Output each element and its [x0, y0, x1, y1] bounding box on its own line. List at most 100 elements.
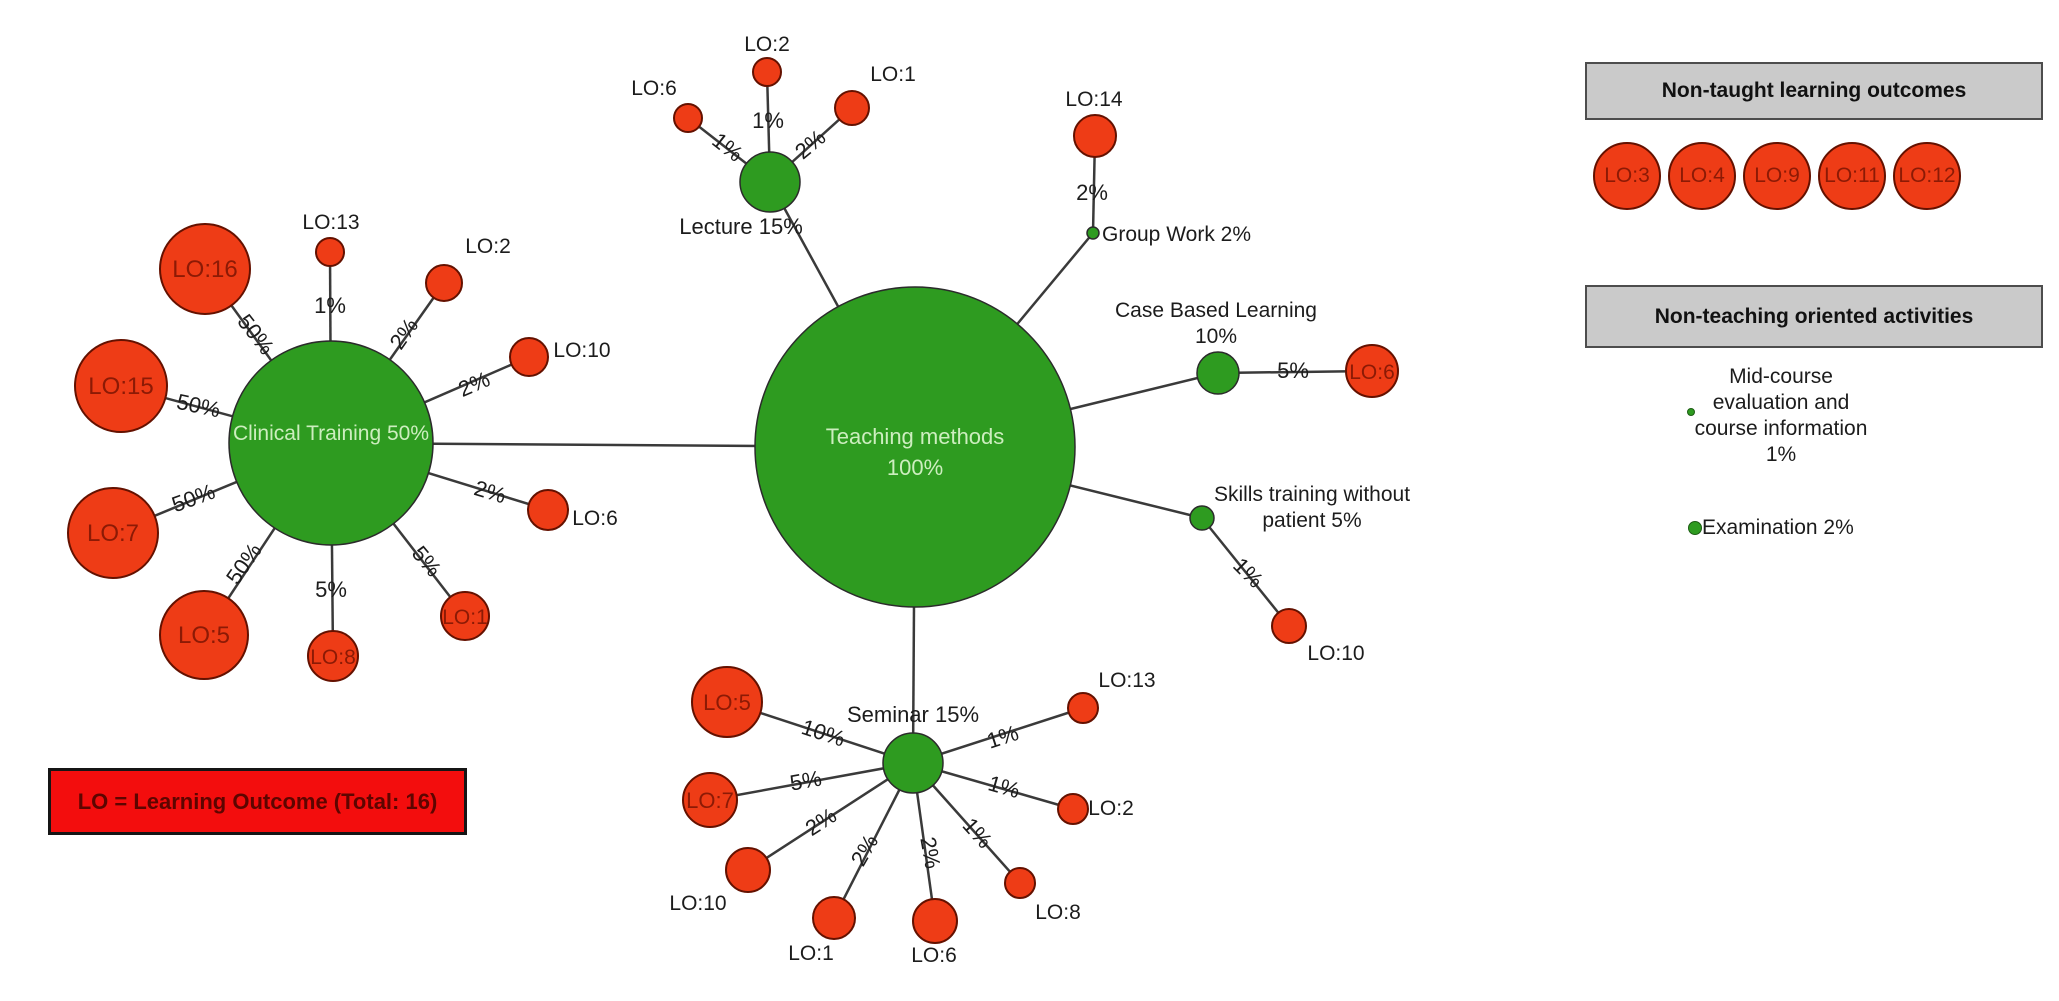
lo-key-label: LO = Learning Outcome (Total: 16)	[77, 788, 438, 814]
node-seminar-lo6	[912, 898, 958, 944]
nodes-layer	[67, 57, 1399, 944]
label-skills-lo10: LO:10	[1307, 642, 1364, 665]
labels-layer: Teaching methods 100% Clinical Training 50…	[87, 33, 1410, 967]
legend-circle-lo3-label: LO:3	[1604, 164, 1650, 187]
label-case-based-learning: 10%	[1195, 325, 1237, 348]
label-clinical-lo10: LO:10	[553, 339, 610, 362]
legend-circle-lo4: LO:4	[1668, 142, 1736, 210]
legend-circle-lo11: LO:11	[1818, 142, 1886, 210]
node-clinical-lo1	[440, 591, 490, 641]
legend-circle-lo3: LO:3	[1593, 142, 1661, 210]
legend-non-taught-title-box: Non-taught learning outcomes	[1585, 62, 2043, 120]
node-group-work	[1086, 226, 1100, 240]
edge-percent-label: 5%	[788, 766, 824, 796]
node-lecture	[739, 151, 801, 213]
label-seminar-lo7: LO:7	[686, 788, 734, 813]
edge-percent-label: 10%	[799, 714, 849, 751]
examination-dot-icon	[1688, 521, 1702, 535]
mid-course-dot-icon	[1687, 408, 1695, 416]
mid-course-label: Mid-course evaluation and course informa…	[1650, 364, 1912, 468]
label-lecture-lo1: LO:1	[870, 63, 916, 86]
examination-item: Examination 2%	[1688, 516, 1854, 540]
node-clinical-lo8	[307, 630, 359, 682]
node-clinical-lo16	[159, 223, 251, 315]
edge-percent-label: 50%	[174, 389, 222, 423]
node-seminar	[882, 732, 944, 794]
label-lecture-lo6: LO:6	[631, 77, 677, 100]
label-clinical-lo7: LO:7	[87, 520, 139, 547]
node-seminar-lo5	[691, 666, 763, 738]
legend-circle-lo12-label: LO:12	[1898, 164, 1956, 187]
node-clinical-lo5	[159, 590, 249, 680]
node-clinical-lo2	[425, 264, 463, 302]
label-groupwork-lo14: LO:14	[1065, 88, 1123, 111]
node-case-based-learning	[1196, 351, 1240, 395]
label-lecture-lo2: LO:2	[744, 33, 790, 56]
label-teaching-methods: Teaching methods	[826, 424, 1005, 449]
legend-non-teaching-title-box: Non-teaching oriented activities	[1585, 285, 2043, 348]
edge-percent-label: 1%	[314, 293, 346, 318]
legend-circle-lo9: LO:9	[1743, 142, 1811, 210]
node-clinical-training	[228, 340, 434, 546]
label-seminar-lo6: LO:6	[911, 944, 957, 967]
legend-non-taught-title: Non-taught learning outcomes	[1661, 79, 1967, 102]
node-clinical-lo13	[315, 237, 345, 267]
legend-non-teaching-title: Non-teaching oriented activities	[1654, 304, 1974, 328]
label-clinical-lo2: LO:2	[465, 235, 511, 258]
mid-course-line-4: 1%	[1765, 443, 1797, 466]
edge-percent-label: 2%	[471, 475, 509, 508]
label-clinical-lo8: LO:8	[310, 646, 356, 669]
label-skills-training-without-patient: Skills training without	[1214, 483, 1410, 506]
label-group-work: Group Work 2%	[1102, 223, 1251, 246]
lo-key-box: LO = Learning Outcome (Total: 16)	[48, 768, 467, 835]
label-clinical-lo15: LO:15	[88, 373, 153, 400]
legend-non-taught-circles: LO:3 LO:4 LO:9 LO:11 LO:12	[1593, 142, 1961, 210]
label-seminar-lo1: LO:1	[788, 942, 834, 965]
node-clinical-lo15	[74, 339, 168, 433]
edge-percent-label: 50%	[221, 538, 267, 588]
edge-percent-label: 2%	[846, 830, 884, 870]
node-clinical-lo6	[527, 489, 569, 531]
node-seminar-lo10	[725, 847, 771, 893]
edge-percent-label: 1%	[752, 108, 784, 133]
examination-label: Examination 2%	[1702, 516, 1854, 539]
label-clinical-training: Clinical Training 50%	[233, 422, 429, 445]
mid-course-line-3: course information	[1694, 417, 1868, 440]
label-case-based-learning: Case Based Learning	[1115, 299, 1317, 322]
label-cbl-lo6: LO:6	[1349, 361, 1395, 384]
mid-course-line-2: evaluation and	[1712, 391, 1850, 414]
node-lecture-lo6	[673, 103, 703, 133]
label-seminar-lo10: LO:10	[669, 892, 726, 915]
node-skills-lo10	[1271, 608, 1307, 644]
mid-course-line-1: Mid-course	[1729, 365, 1833, 388]
node-groupwork-lo14	[1073, 114, 1117, 158]
edge-percent-label: 5%	[1277, 358, 1309, 383]
label-seminar-lo8: LO:8	[1035, 901, 1081, 924]
edge-percent-label: 2%	[801, 803, 841, 841]
label-clinical-lo5: LO:5	[178, 622, 230, 649]
node-clinical-lo10	[509, 337, 549, 377]
label-seminar-lo5: LO:5	[703, 690, 751, 715]
node-seminar-lo2	[1057, 793, 1089, 825]
legend-circle-lo4-label: LO:4	[1679, 164, 1725, 187]
edge-line	[1201, 517, 1290, 627]
label-seminar: Seminar 15%	[847, 702, 979, 727]
node-lecture-lo2	[752, 57, 782, 87]
label-seminar-lo2: LO:2	[1088, 797, 1134, 820]
edge-percent-label: 1%	[984, 720, 1022, 754]
edge-percent-label: 5%	[315, 577, 347, 602]
legend-circle-lo11-label: LO:11	[1824, 164, 1880, 187]
node-teaching-methods	[754, 286, 1076, 608]
node-seminar-lo7	[682, 772, 738, 828]
legend-circle-lo12: LO:12	[1893, 142, 1961, 210]
node-lecture-lo1	[834, 90, 870, 126]
label-clinical-lo6: LO:6	[572, 507, 618, 530]
node-skills-training-without-patient	[1189, 505, 1215, 531]
edge-percent-label: 50%	[168, 479, 218, 518]
label-clinical-lo1: LO:1	[442, 606, 488, 629]
edge-percent-label: 1%	[985, 770, 1022, 803]
node-cbl-lo6	[1345, 344, 1399, 398]
node-seminar-lo1	[812, 896, 856, 940]
